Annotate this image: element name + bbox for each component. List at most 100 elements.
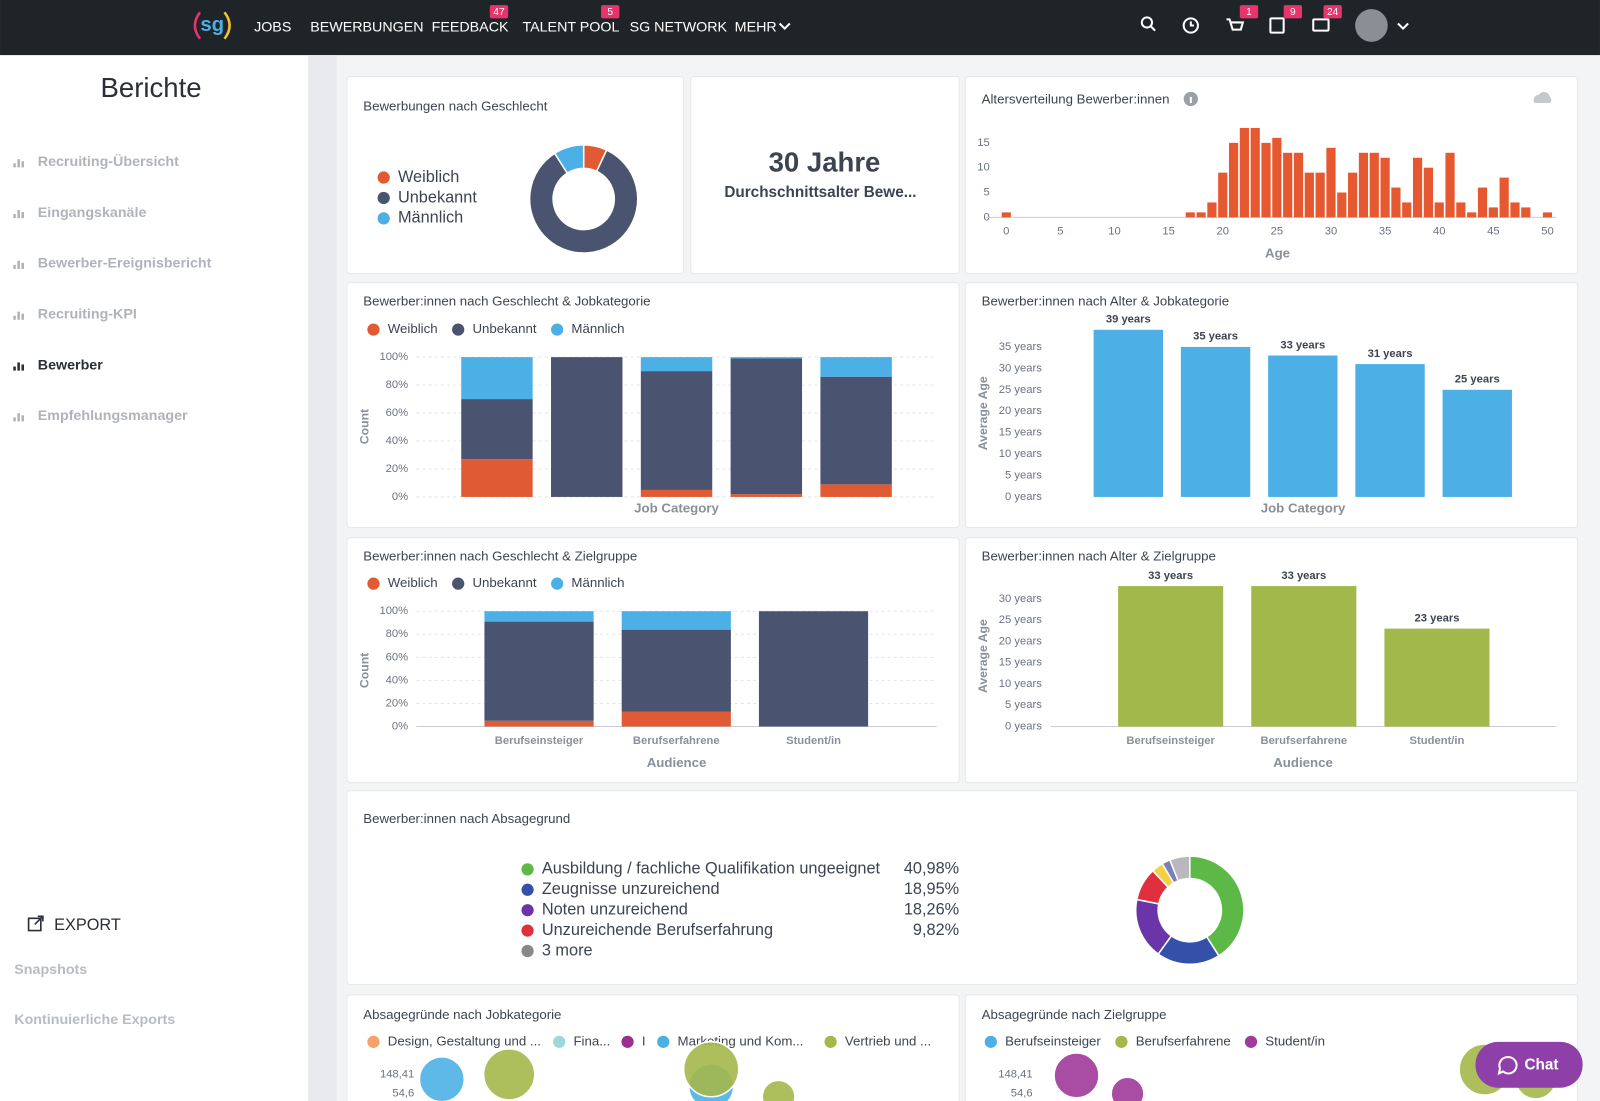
legend-label[interactable]: Unbekannt xyxy=(398,188,477,206)
y-tick-label: 30 years xyxy=(999,593,1042,605)
mail-icon[interactable] xyxy=(1312,18,1330,32)
legend-marker xyxy=(367,577,380,590)
download-icon[interactable] xyxy=(1533,91,1552,104)
history-icon[interactable] xyxy=(1182,17,1199,34)
legend-label[interactable]: Design, Gestaltung und ... xyxy=(388,1033,541,1048)
sidebar-link[interactable]: Kontinuierliche Exports xyxy=(14,1012,175,1028)
export-button[interactable]: EXPORT xyxy=(54,916,121,934)
y-tick-label: 15 years xyxy=(999,427,1042,439)
sidebar-item[interactable]: Bewerber-Ereignisbericht xyxy=(38,256,212,272)
y-tick-label: 20 years xyxy=(999,635,1042,647)
y-tick-label: 25 years xyxy=(999,384,1042,396)
report-icon xyxy=(21,415,24,422)
legend-label[interactable]: Männlich xyxy=(398,209,463,227)
y-tick-label: 20 years xyxy=(999,405,1042,417)
chevron[interactable] xyxy=(778,22,791,31)
bar-segment xyxy=(820,357,892,377)
sidebar-item[interactable]: Recruiting-Übersicht xyxy=(38,153,179,170)
y-tick-label: 15 xyxy=(977,137,989,149)
bar-segment xyxy=(640,357,713,372)
cart-icon[interactable] xyxy=(1226,18,1245,31)
legend-label[interactable]: Ausbildung / fachliche Qualifikation ung… xyxy=(542,860,881,878)
chat-label[interactable]: Chat xyxy=(1524,1056,1558,1073)
legend-label[interactable]: Weiblich xyxy=(388,575,438,590)
sidebar-item[interactable]: Empfehlungsmanager xyxy=(38,408,188,424)
info-icon xyxy=(1189,96,1192,104)
bar xyxy=(1442,389,1512,497)
histogram-bar xyxy=(1348,172,1358,218)
bar-segment xyxy=(484,720,594,727)
y-tick-label: 148,41 xyxy=(380,1068,414,1080)
legend-marker xyxy=(551,577,564,590)
value-label: 25 years xyxy=(1455,374,1500,386)
value-label: 33 years xyxy=(1280,339,1325,351)
bar-segment xyxy=(484,621,594,721)
nav-item[interactable]: BEWERBUNGEN xyxy=(310,19,423,35)
y-tick-label: 100% xyxy=(379,605,408,617)
report-icon xyxy=(17,413,20,422)
legend-label[interactable]: Unbekannt xyxy=(472,575,536,590)
bar-segment xyxy=(621,611,731,630)
card xyxy=(964,76,1579,274)
avatar[interactable] xyxy=(1355,9,1388,42)
legend-label[interactable]: Zeugnisse unzureichend xyxy=(542,880,720,898)
donut-slice xyxy=(1168,855,1191,882)
y-tick-label: 15 years xyxy=(999,657,1042,669)
legend-label[interactable]: Vertrieb und ... xyxy=(845,1033,931,1048)
histogram-bar xyxy=(1293,152,1304,218)
search-icon[interactable] xyxy=(1140,16,1154,29)
legend-label[interactable]: Unzureichende Berufserfahrung xyxy=(542,921,773,939)
value-label: 18,95% xyxy=(904,880,959,898)
chevron[interactable] xyxy=(1397,22,1409,31)
x-tick-label: Berufserfahrene xyxy=(1260,735,1347,747)
legend-label[interactable]: Männlich xyxy=(571,575,624,590)
chat-button[interactable] xyxy=(1475,1041,1583,1088)
chart-title: Bewerber:innen nach Geschlecht & Zielgru… xyxy=(363,549,637,564)
report-icon xyxy=(17,362,20,371)
legend-label[interactable]: Weiblich xyxy=(398,168,459,186)
bar-segment xyxy=(758,611,869,727)
nav-item[interactable]: MEHR xyxy=(735,19,777,35)
x-tick-label: 20 xyxy=(1217,226,1229,238)
sidebar-item[interactable]: Eingangskanäle xyxy=(38,205,147,221)
legend-label[interactable]: Noten unzureichend xyxy=(542,900,688,918)
report-icon xyxy=(13,315,16,320)
legend-label[interactable]: Berufserfahrene xyxy=(1136,1033,1231,1048)
report-icon xyxy=(13,214,16,219)
legend-marker xyxy=(452,577,465,590)
legend-marker xyxy=(984,1035,997,1048)
nav-item[interactable]: TALENT POOL xyxy=(522,19,619,35)
x-tick-label: 40 xyxy=(1433,226,1445,238)
legend-label[interactable]: Männlich xyxy=(571,321,624,336)
legend-label[interactable]: Unbekannt xyxy=(472,321,536,336)
task-icon[interactable] xyxy=(1269,17,1285,34)
legend-label[interactable]: Fina... xyxy=(573,1033,610,1048)
legend-marker xyxy=(377,212,390,225)
sidebar-link[interactable]: Snapshots xyxy=(14,962,87,978)
legend-label[interactable]: Student/in xyxy=(1265,1033,1325,1048)
legend-marker xyxy=(521,863,534,876)
legend-label[interactable]: Berufseinsteiger xyxy=(1005,1033,1101,1048)
report-icon xyxy=(17,159,20,168)
scroll-strip xyxy=(308,55,337,1101)
bubble xyxy=(482,1048,536,1101)
legend-label[interactable]: I xyxy=(642,1033,646,1048)
bubble xyxy=(1110,1076,1145,1101)
report-icon xyxy=(13,264,16,269)
bubble-layer xyxy=(418,1040,796,1101)
logo[interactable]: sg xyxy=(200,14,224,36)
x-tick-label: 5 xyxy=(1057,226,1063,238)
nav-item[interactable]: JOBS xyxy=(254,19,291,35)
y-tick-label: 25 years xyxy=(999,614,1042,626)
sidebar-item[interactable]: Recruiting-KPI xyxy=(38,306,137,322)
bar-segment xyxy=(621,629,731,712)
y-tick-label: 54,6 xyxy=(392,1088,414,1100)
legend-label[interactable]: Weiblich xyxy=(388,321,438,336)
bar-segment xyxy=(820,484,892,497)
nav-item[interactable]: SG NETWORK xyxy=(630,19,728,35)
sidebar-item[interactable]: Bewerber xyxy=(38,357,103,373)
report-icon xyxy=(17,209,20,219)
legend-more[interactable]: 3 more xyxy=(542,941,593,959)
legend-marker xyxy=(367,323,380,336)
nav-item[interactable]: FEEDBACK xyxy=(432,19,509,35)
